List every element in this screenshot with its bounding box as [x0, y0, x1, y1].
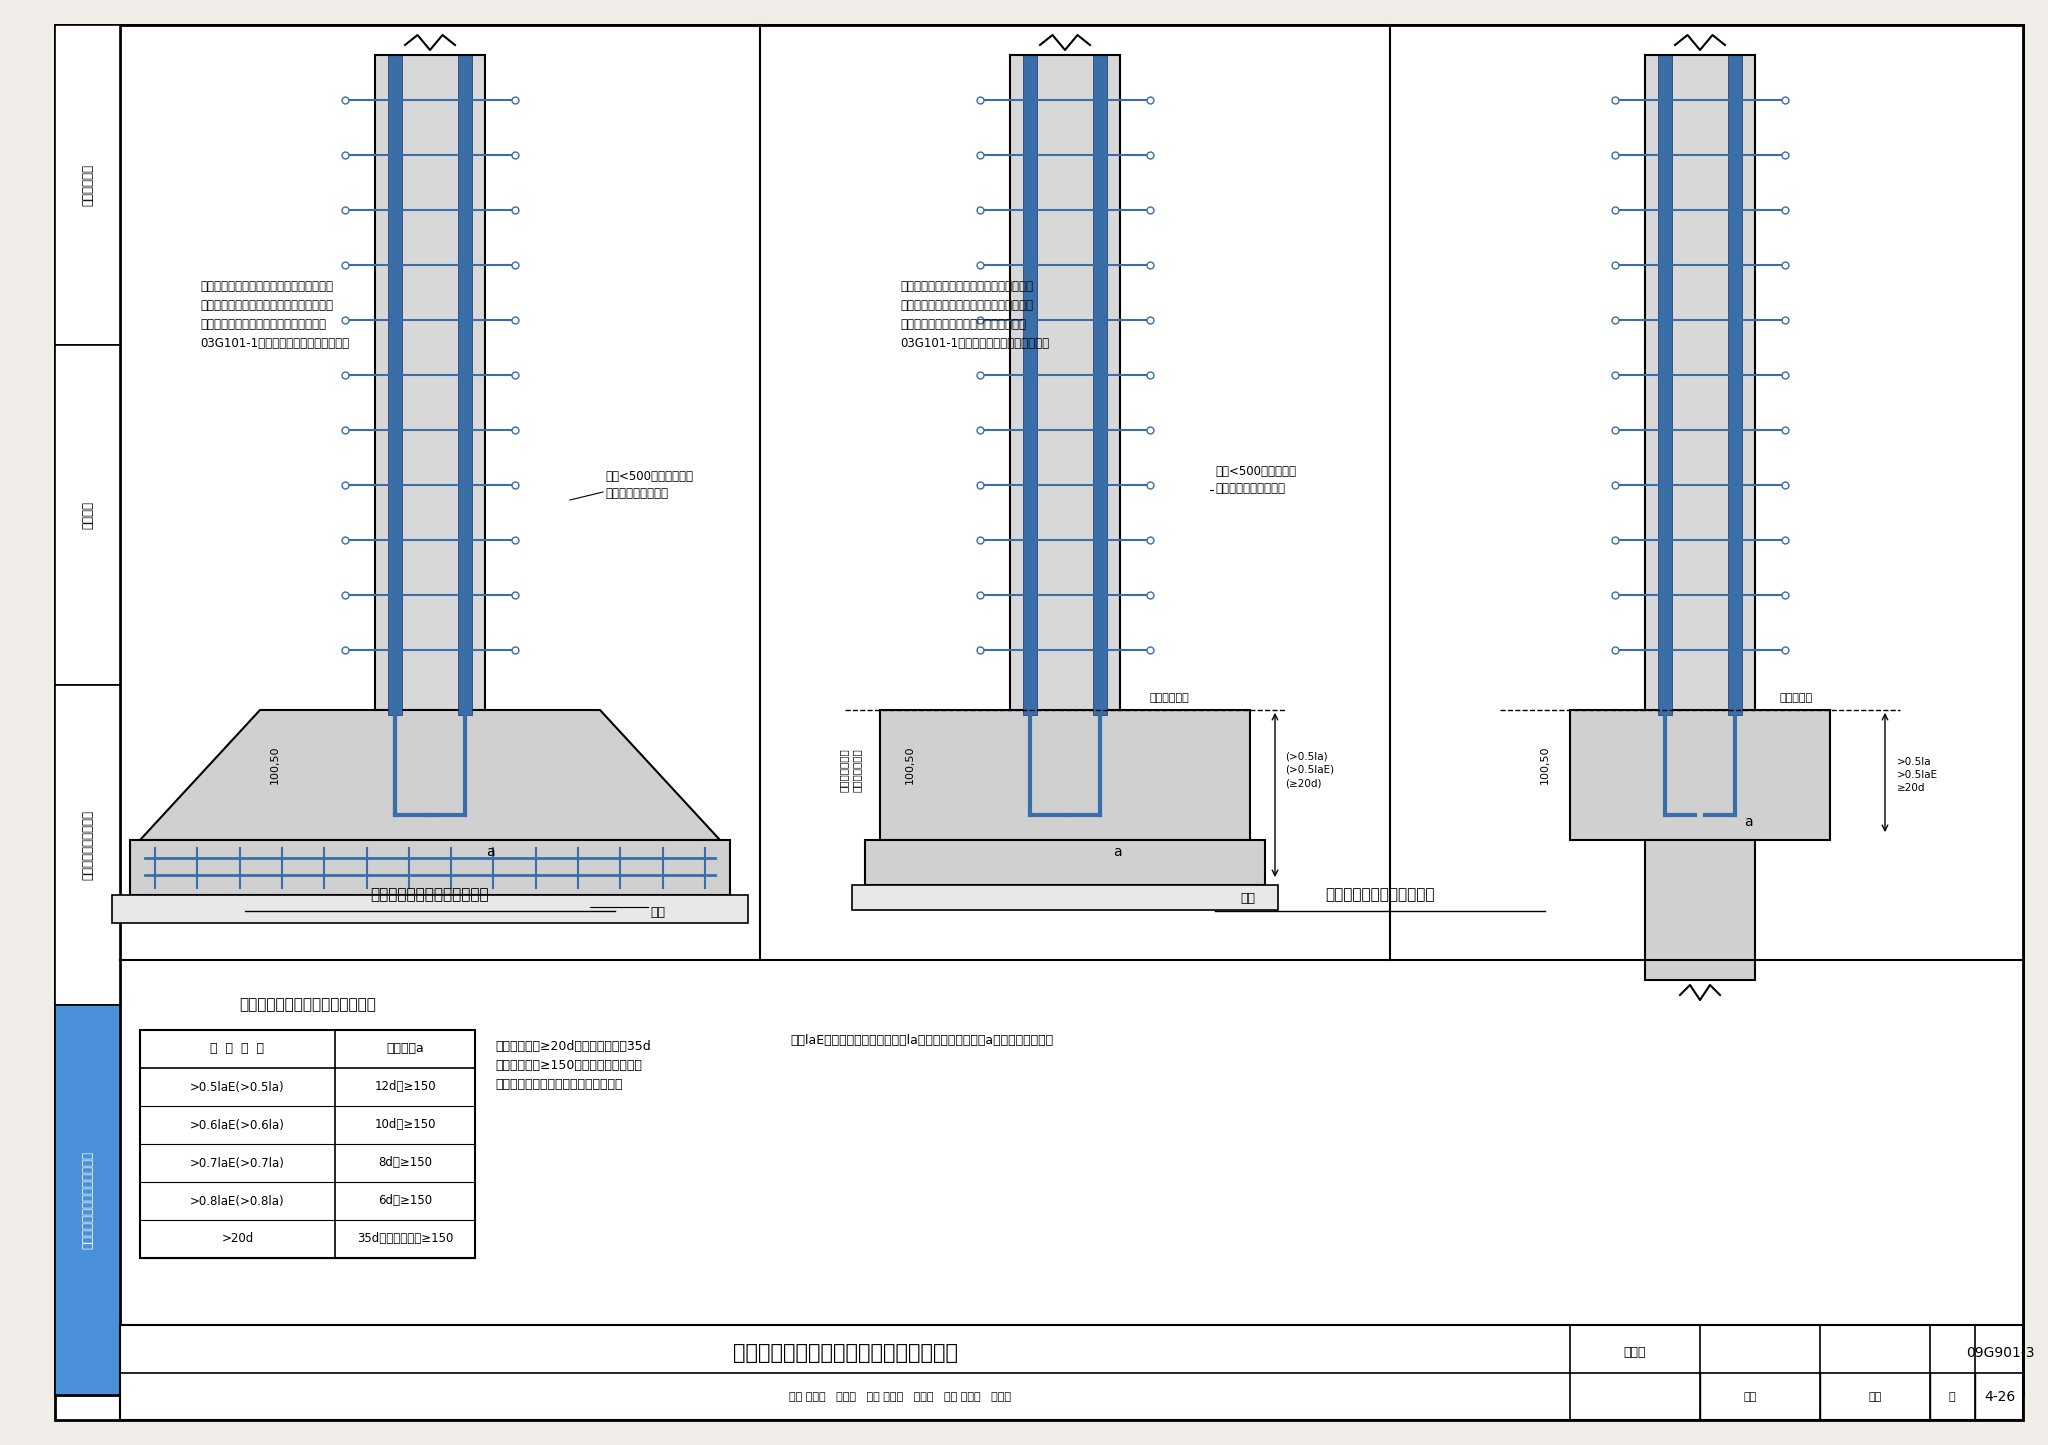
Text: 10d且≥150: 10d且≥150	[375, 1118, 436, 1131]
Text: >0.5laE(>0.5la): >0.5laE(>0.5la)	[190, 1081, 285, 1094]
Text: >0.7laE(>0.7la): >0.7laE(>0.7la)	[190, 1156, 285, 1169]
Bar	[864, 840, 1266, 884]
Text: 上墙纵筋及连接
构造按相关规定: 上墙纵筋及连接 构造按相关规定	[838, 749, 862, 792]
Text: 注：竖直长度≥20d，与弯钩长度为35d
减竖直长度且≥150的条件，适用于柱插
筋在柱基独立承台和承台梁中的锚固。: 注：竖直长度≥20d，与弯钩长度为35d 减竖直长度且≥150的条件，适用于柱插…	[496, 1040, 651, 1091]
Text: 柱插筋锚固长度与弯钩长度对照表: 柱插筋锚固长度与弯钩长度对照表	[240, 997, 377, 1013]
Text: 抗震墙及非抗震墙在基础平板顶面以上的竖
向筋、水平筋连接构造及拉筋的设置要求，
设计未注明时，按现行国家建筑标准设计
03G101-1中关于底层剪力墙的相关规定: 抗震墙及非抗震墙在基础平板顶面以上的竖 向筋、水平筋连接构造及拉筋的设置要求， …	[899, 280, 1049, 350]
Text: >0.5la
>0.5laE
≥20d: >0.5la >0.5laE ≥20d	[1896, 757, 1937, 793]
Text: >0.6laE(>0.6la): >0.6laE(>0.6la)	[190, 1118, 285, 1131]
Text: 间距<500，且不小于
两道水平分布筋与拉筋: 间距<500，且不小于 两道水平分布筋与拉筋	[1214, 465, 1296, 496]
Text: a: a	[1112, 845, 1122, 858]
Bar	[1645, 840, 1755, 980]
Bar	[113, 894, 748, 923]
Text: 箱形基础和地下室结构: 箱形基础和地下室结构	[82, 811, 94, 880]
Bar	[375, 55, 485, 709]
Text: 垫层: 垫层	[1239, 892, 1255, 905]
Bar	[1010, 55, 1120, 709]
Text: 6d且≥150: 6d且≥150	[379, 1195, 432, 1208]
Bar	[387, 55, 401, 715]
Bar	[121, 1325, 2023, 1420]
Text: 100,50: 100,50	[1540, 746, 1550, 785]
Bar	[1645, 55, 1755, 709]
Text: a: a	[485, 845, 494, 858]
Bar	[852, 884, 1278, 910]
Text: 承台梁顶面: 承台梁顶面	[1780, 694, 1812, 704]
Text: 100,50: 100,50	[270, 746, 281, 785]
Text: 竖  直  长  度: 竖 直 长 度	[211, 1042, 264, 1055]
Text: 4-26: 4-26	[1985, 1390, 2015, 1405]
Text: 垫层: 垫层	[649, 906, 666, 919]
Text: 12d且≥150: 12d且≥150	[375, 1081, 436, 1094]
Text: 一般构造要求: 一般构造要求	[82, 163, 94, 207]
Text: 注：laE为柱纵筋抗震锚固长度，la为非抗震锚固长度，a为纵筋弯钩长度。: 注：laE为柱纵筋抗震锚固长度，la为非抗震锚固长度，a为纵筋弯钩长度。	[791, 1033, 1053, 1046]
Text: 审核 黄志刚   夏名刚   校对 张工文   张之义   设计 王怀元   乃化之: 审核 黄志刚 夏名刚 校对 张工文 张之义 设计 王怀元 乃化之	[788, 1392, 1012, 1402]
Bar	[881, 709, 1249, 840]
Text: 35d减竖直长度且≥150: 35d减竖直长度且≥150	[356, 1233, 453, 1246]
Text: 页: 页	[1950, 1392, 1956, 1402]
Bar	[1659, 55, 1671, 715]
Text: >20d: >20d	[221, 1233, 254, 1246]
Bar	[1571, 709, 1831, 840]
Bar	[55, 685, 121, 1006]
Bar	[1094, 55, 1108, 715]
Bar	[139, 1030, 475, 1259]
Text: 图集号: 图集号	[1624, 1347, 1647, 1360]
Text: 校对: 校对	[1868, 1392, 1882, 1402]
Bar	[1024, 55, 1036, 715]
Text: 09G901-3: 09G901-3	[1966, 1345, 2034, 1360]
Bar	[55, 25, 121, 1394]
Bar	[459, 55, 471, 715]
Text: 间距<500，且不小于两
道水平分布筋与拉筋: 间距<500，且不小于两 道水平分布筋与拉筋	[604, 470, 692, 500]
Text: (>0.5la)
(>0.5laE)
(≥20d): (>0.5la) (>0.5laE) (≥20d)	[1284, 751, 1333, 788]
Text: 抗震墙及非抗震墙在基础平板顶面以上的竖
向筋、水平筋连接构造及拉筋的设置要求，
设计未注明时，按现行国家建筑标准设计
03G101-1中关于底层剪力墙的相关规定: 抗震墙及非抗震墙在基础平板顶面以上的竖 向筋、水平筋连接构造及拉筋的设置要求， …	[201, 280, 348, 350]
Text: 筏形基础: 筏形基础	[82, 501, 94, 529]
Text: 墙插筋在承台梁的锚固构造: 墙插筋在承台梁的锚固构造	[1325, 887, 1436, 903]
Bar	[1729, 55, 1743, 715]
Text: >0.8laE(>0.8la): >0.8laE(>0.8la)	[190, 1195, 285, 1208]
Bar	[55, 25, 121, 345]
Bar	[129, 840, 729, 894]
Text: 8d且≥150: 8d且≥150	[379, 1156, 432, 1169]
Text: 独立基础、条形基础、桩基承台: 独立基础、条形基础、桩基承台	[82, 1152, 94, 1248]
Text: 墙插筋在条形基础的锚固构造: 墙插筋在条形基础的锚固构造	[371, 887, 489, 903]
Bar	[55, 1006, 121, 1394]
Text: 弯钩长度a: 弯钩长度a	[387, 1042, 424, 1055]
Text: 墙插筋在条形基础或承台梁中的锚固构造: 墙插筋在条形基础或承台梁中的锚固构造	[733, 1342, 958, 1363]
Text: 审核: 审核	[1743, 1392, 1757, 1402]
Bar	[55, 345, 121, 685]
Text: 100,50: 100,50	[905, 746, 915, 785]
Text: 条形基础顶面: 条形基础顶面	[1151, 694, 1190, 704]
Polygon shape	[139, 709, 721, 840]
Text: a: a	[1743, 815, 1753, 829]
